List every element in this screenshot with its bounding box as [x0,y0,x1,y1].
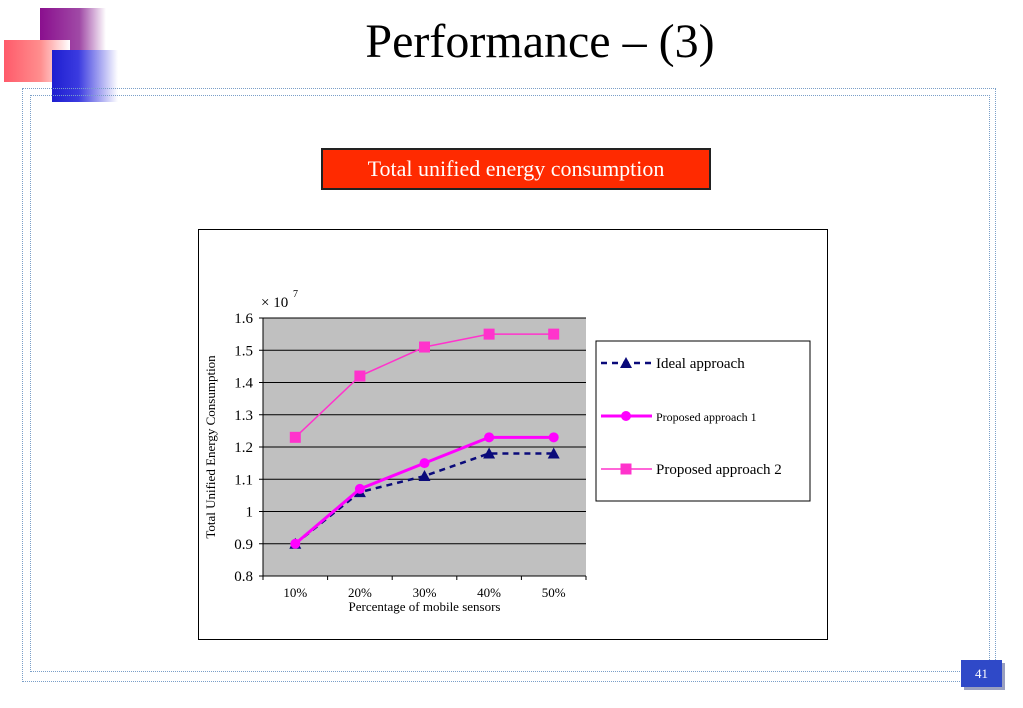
decor-blue-square [52,50,118,102]
y-tick-label: 0.8 [234,569,253,585]
y-multiplier: × 10 [261,295,288,311]
chart-container: 1.6 1.5 1.4 1.3 1.2 1.1 1 0.9 0.8 10% 20% 30% 40% 50%… [198,229,828,640]
y-axis-label: Total Unified Energy Consumption [203,355,218,539]
slide-frame-inner [30,95,990,672]
page-number-badge: 41 [961,660,1002,687]
y-tick-label: 1.2 [234,440,253,456]
series-3-point [548,328,560,340]
legend-label: Ideal approach [656,356,745,372]
x-tick-label: 30% [413,585,437,600]
y-tick-label: 0.9 [234,537,253,553]
legend-swatch-marker [620,357,632,368]
legend-swatch-marker [621,411,631,421]
slide-title: Performance – (3) [365,15,715,68]
y-multiplier-exponent: 7 [293,289,298,300]
y-tick-label: 1.4 [234,376,253,392]
y-tick-label: 1.1 [234,472,253,488]
legend-label: Proposed approach 2 [656,462,782,478]
x-tick-label: 10% [283,585,307,600]
series-3-point [483,328,495,340]
x-axis-label: Percentage of mobile sensors [349,599,501,614]
legend-swatch-marker [620,463,632,475]
series-3-point [289,431,301,443]
series-1-point [483,447,496,459]
y-tick-label: 1 [246,505,254,521]
series-3-point [419,341,430,353]
series-1-point [547,447,560,459]
series-2-point [354,483,365,494]
series-3-point [354,370,366,382]
series-2-point [548,432,559,443]
series-2-point [484,432,495,443]
x-tick-label: 50% [542,585,566,600]
legend-label: Proposed approach 1 [656,410,757,424]
series-2-point [419,458,430,469]
series-1-point [418,470,431,482]
line-chart: 1.6 1.5 1.4 1.3 1.2 1.1 1 0.9 0.8 10% 20% 30% 40% 50%… [203,289,811,614]
y-tick-label: 1.5 [234,343,253,359]
y-tick-label: 1.6 [234,311,253,327]
x-tick-label: 20% [348,585,372,600]
slide-frame-outer [22,88,996,682]
series-line-1 [294,452,554,545]
chart-banner: Total unified energy consumption [321,148,711,190]
x-tick-label: 40% [477,585,501,600]
series-2-point [290,538,301,549]
y-tick-label: 1.3 [234,408,253,424]
